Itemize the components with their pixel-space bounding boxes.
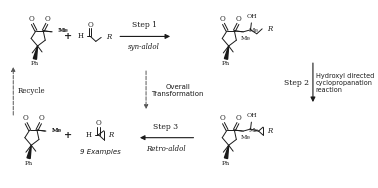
Text: Ph: Ph — [222, 161, 230, 166]
Text: O: O — [39, 114, 44, 122]
Text: H: H — [85, 131, 91, 139]
Text: O: O — [88, 20, 93, 29]
Text: Overall
Transformation: Overall Transformation — [152, 83, 204, 96]
Polygon shape — [27, 145, 31, 158]
Text: O: O — [45, 15, 51, 23]
Text: R: R — [266, 25, 272, 33]
Text: Me: Me — [59, 28, 68, 33]
Text: +: + — [64, 32, 72, 41]
Text: Me: Me — [241, 36, 251, 41]
Text: Recycle: Recycle — [18, 87, 45, 95]
Text: Step 3: Step 3 — [153, 123, 178, 131]
Text: O: O — [220, 114, 225, 122]
Text: Ph: Ph — [25, 161, 33, 166]
Text: O: O — [96, 119, 101, 127]
Text: Step 1: Step 1 — [132, 21, 157, 30]
Text: +: + — [64, 131, 72, 140]
Polygon shape — [225, 46, 229, 59]
Text: Hydroxyl directed
cyclopropanation
reaction: Hydroxyl directed cyclopropanation react… — [316, 73, 374, 92]
Text: O: O — [220, 15, 225, 23]
Text: Ph: Ph — [31, 61, 39, 66]
Text: Me: Me — [249, 128, 259, 133]
Polygon shape — [225, 145, 229, 158]
Text: Me: Me — [249, 28, 259, 33]
Text: H: H — [77, 32, 83, 40]
Text: Me: Me — [57, 28, 68, 33]
Text: R: R — [268, 127, 273, 135]
Text: 9 Examples: 9 Examples — [80, 149, 121, 155]
Text: Me: Me — [52, 128, 62, 133]
Text: syn-aldol: syn-aldol — [128, 43, 160, 51]
Text: Me: Me — [241, 135, 251, 140]
Text: Step 2: Step 2 — [284, 79, 309, 87]
Text: O: O — [29, 15, 34, 23]
Text: O: O — [236, 15, 242, 23]
Text: Me: Me — [51, 128, 61, 133]
Text: Retro-aldol: Retro-aldol — [146, 145, 186, 153]
Polygon shape — [33, 46, 37, 59]
Text: OH: OH — [246, 113, 257, 118]
Text: O: O — [22, 114, 28, 122]
Text: O: O — [236, 114, 242, 122]
Text: OH: OH — [246, 14, 257, 19]
Text: Ph: Ph — [222, 61, 230, 66]
Text: R: R — [108, 131, 114, 139]
Text: R: R — [106, 33, 111, 41]
